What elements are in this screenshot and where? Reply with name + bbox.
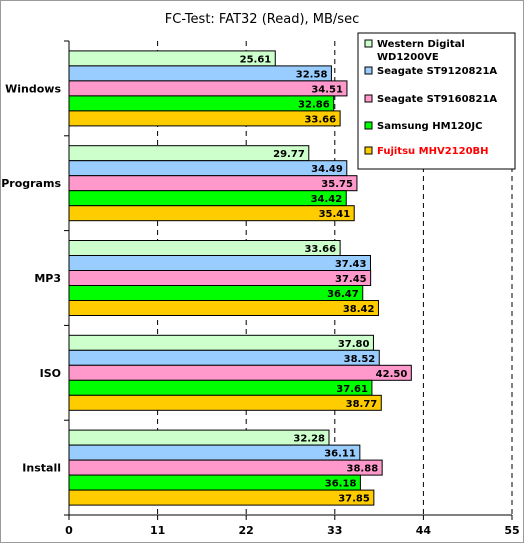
- bar: [68, 95, 335, 112]
- legend-entry: Fujitsu MHV2120BH: [377, 146, 489, 157]
- bar-value-label: 38.52: [344, 354, 376, 365]
- legend-entry: WD1200VE: [377, 52, 439, 63]
- bars: 25.61 32.58 34.51 32.86 33.66 29.77 34.49 35.75…: [68, 50, 412, 506]
- bar: [68, 175, 358, 192]
- x-tick-label: 55: [504, 524, 519, 537]
- bar: [68, 489, 375, 506]
- bar: [68, 300, 379, 316]
- bar-value-label: 29.77: [273, 149, 305, 160]
- bar-value-label: 42.50: [376, 369, 408, 380]
- x-tick-label: 33: [327, 524, 342, 537]
- bar-value-label: 38.42: [343, 304, 375, 315]
- bar-value-label: 37.43: [335, 259, 367, 270]
- bar-value-label: 35.41: [319, 209, 351, 220]
- bar: [68, 474, 361, 491]
- legend-box: [357, 32, 516, 170]
- bar: [68, 364, 412, 381]
- chart-title: FC-Test: FAT32 (Read), MB/sec: [165, 12, 359, 27]
- bar-value-label: 35.75: [321, 179, 353, 190]
- category-label: Windows: [5, 82, 61, 95]
- bar-value-label: 37.45: [335, 274, 367, 285]
- bar: [68, 205, 355, 222]
- bar-value-label: 32.28: [293, 434, 325, 445]
- bar-value-label: 36.11: [324, 449, 356, 460]
- bar: [68, 429, 330, 446]
- bar-value-label: 37.80: [338, 339, 370, 350]
- bar: [68, 349, 380, 366]
- bar-value-label: 34.42: [311, 194, 343, 205]
- bar-value-label: 36.47: [327, 289, 359, 300]
- legend-entry: Samsung HM120JC: [377, 121, 482, 132]
- bar-value-label: 36.18: [325, 479, 357, 490]
- bar-value-label: 38.88: [347, 464, 379, 475]
- legend-swatch: [364, 146, 373, 155]
- bar-value-label: 33.66: [304, 244, 336, 255]
- bar: [68, 80, 348, 97]
- bar-value-label: 32.86: [298, 99, 330, 110]
- bar: [68, 190, 347, 207]
- axes: 0 11 22 33 44 55 Windows Programs MP3 ISO Install: [1, 40, 520, 537]
- legend-swatch: [364, 39, 373, 48]
- x-tick-label: 44: [416, 524, 432, 537]
- bar-value-label: 37.61: [336, 384, 368, 395]
- x-tick-label: 11: [150, 524, 165, 537]
- bar: [68, 110, 341, 127]
- category-label: Programs: [1, 177, 61, 190]
- category-label: Install: [22, 462, 61, 475]
- bar-value-label: 37.85: [338, 494, 370, 505]
- bar: [68, 444, 361, 461]
- bar: [68, 65, 332, 82]
- legend-swatch: [364, 66, 373, 75]
- bar-value-label: 34.49: [311, 164, 343, 175]
- bar: [68, 160, 348, 177]
- bar: [68, 255, 371, 271]
- bar-value-label: 25.61: [240, 54, 272, 65]
- legend-entry: Seagate ST9120821A: [377, 66, 497, 77]
- x-tick-label: 0: [65, 524, 73, 537]
- category-label: ISO: [40, 367, 61, 380]
- bar-value-label: 33.66: [304, 114, 336, 125]
- legend-swatch: [364, 121, 373, 130]
- bar: [68, 379, 373, 396]
- legend-entry: Western Digital: [377, 39, 465, 50]
- bar: [68, 459, 383, 476]
- bar: [68, 240, 341, 256]
- bar-value-label: 34.51: [311, 84, 343, 95]
- bar-value-label: 38.77: [346, 399, 378, 410]
- bar: [68, 285, 364, 301]
- bar-value-label: 32.58: [296, 69, 328, 80]
- bar: [68, 394, 382, 411]
- legend-swatch: [364, 94, 373, 103]
- legend-entry: Seagate ST9160821A: [377, 94, 497, 105]
- category-label: MP3: [34, 272, 61, 285]
- bar: [68, 334, 374, 351]
- x-tick-label: 22: [239, 524, 254, 537]
- bar: [68, 270, 372, 286]
- legend: Western Digital WD1200VE Seagate ST9120821…: [357, 32, 516, 170]
